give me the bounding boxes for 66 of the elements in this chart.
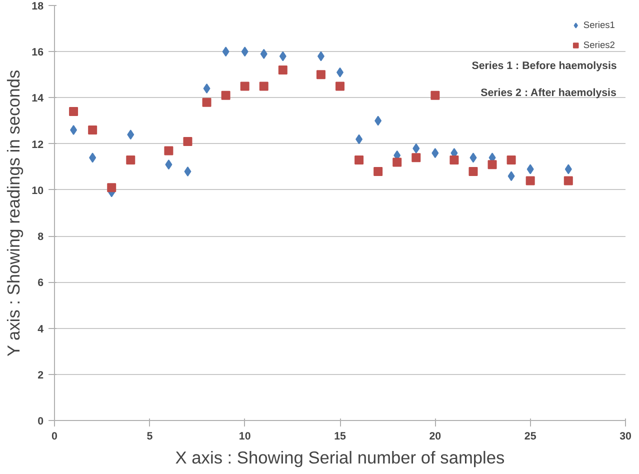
- x-tick-label: 30: [620, 430, 632, 442]
- point: [279, 51, 286, 62]
- point: [70, 125, 78, 135]
- y-axis-title: Y axis : Showing readings in seconds: [4, 69, 24, 357]
- point: [126, 155, 136, 164]
- point: [374, 116, 382, 126]
- point: [164, 146, 174, 156]
- y-tick-label: 6: [38, 277, 44, 290]
- x-axis-title: X axis : Showing Serial number of samples: [175, 448, 506, 468]
- legend-label: Series1: [583, 20, 615, 30]
- x-tick-label: 10: [238, 430, 251, 442]
- point: [89, 152, 96, 163]
- annotation: Series 2 : After haemolysis: [480, 86, 617, 99]
- y-tick-label: 12: [32, 138, 44, 151]
- point: [526, 164, 534, 174]
- point: [107, 183, 116, 192]
- point: [259, 82, 268, 91]
- annotation: Series 1 : Before haemolysis: [472, 60, 617, 72]
- point: [412, 143, 420, 154]
- point: [356, 134, 363, 144]
- point: [184, 166, 192, 176]
- point: [564, 164, 572, 174]
- point: [374, 167, 383, 176]
- y-tick-label: 14: [32, 92, 44, 105]
- point: [506, 155, 516, 164]
- point: [468, 167, 478, 176]
- y-tick-label: 16: [32, 46, 44, 59]
- point: [221, 90, 230, 100]
- y-tick-label: 0: [38, 416, 44, 428]
- point: [470, 152, 477, 163]
- point: [202, 98, 212, 107]
- point: [412, 153, 421, 162]
- point: [432, 148, 439, 158]
- x-tick-label: 0: [52, 430, 58, 442]
- y-tick-label: 8: [38, 231, 44, 244]
- point: [278, 66, 288, 75]
- x-tick-label: 25: [524, 430, 536, 442]
- point: [488, 160, 497, 170]
- point: [450, 155, 459, 164]
- point: [564, 176, 573, 186]
- y-tick-label: 18: [32, 0, 44, 12]
- x-tick-label: 20: [429, 430, 442, 442]
- point: [165, 160, 172, 170]
- point: [203, 84, 210, 94]
- point: [508, 171, 515, 182]
- y-tick-label: 4: [38, 323, 44, 336]
- point: [260, 48, 268, 59]
- legend-label: Series2: [583, 40, 615, 50]
- point: [336, 82, 344, 91]
- point: [241, 46, 248, 57]
- point: [183, 137, 192, 146]
- point: [240, 82, 250, 91]
- point: [222, 46, 230, 57]
- y-tick-label: 10: [32, 184, 44, 197]
- x-tick-label: 5: [146, 430, 153, 442]
- x-tick-label: 15: [334, 430, 346, 442]
- point: [392, 158, 402, 167]
- point: [430, 90, 440, 100]
- point: [316, 70, 326, 80]
- point: [317, 51, 324, 62]
- point: [526, 176, 535, 186]
- point: [127, 130, 134, 140]
- point: [88, 126, 98, 134]
- y-tick-label: 2: [38, 369, 44, 382]
- point: [69, 107, 78, 116]
- point: [354, 155, 364, 164]
